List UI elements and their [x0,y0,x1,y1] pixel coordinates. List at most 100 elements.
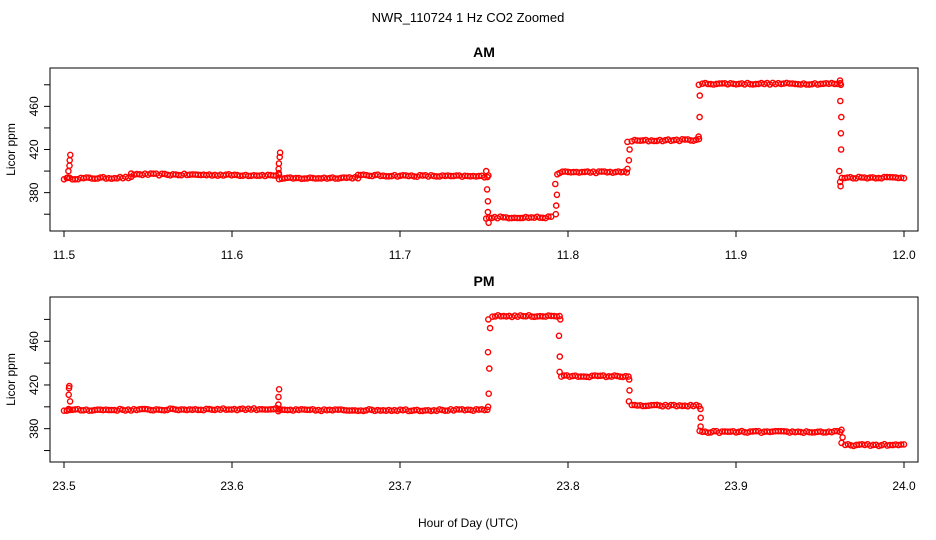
data-point [624,138,631,146]
data-point [836,167,843,175]
data-point [625,373,632,380]
y-tick-label: 460 [27,331,41,351]
data-point [275,160,283,167]
panel-am: AM Licor ppm 11.5 11.6 11.7 11.8 11.9 12.0 380 42… [4,44,919,262]
panel-title: PM [474,273,495,289]
data-point [486,324,494,332]
y-tick-label: 380 [27,418,41,438]
data-point [897,174,905,181]
data-point [653,401,661,409]
plot-frame [49,296,919,463]
data-point [704,429,712,437]
data-point [365,405,373,413]
data-point [710,427,717,435]
data-point [484,406,491,414]
data-point [484,316,492,323]
data-point [554,170,561,178]
data-point [836,178,844,186]
data-point [838,439,845,447]
y-tick-label: 420 [27,139,41,159]
data-point [553,191,561,199]
x-tick-label: 23.8 [556,479,580,493]
data-point [484,197,492,205]
data-point [875,442,883,450]
x-tick-label: 23.6 [220,479,244,493]
x-tick-label: 12.0 [892,248,916,262]
data-point [161,406,168,414]
data-point [482,215,490,222]
data-point [453,172,460,179]
y-axis-label: Licor ppm [4,353,18,406]
data-point [622,372,630,380]
data-point [66,156,73,164]
data-point [626,146,633,153]
x-tick-label: 23.5 [52,479,76,493]
data-point [695,81,703,89]
data-point [837,129,845,137]
data-point [697,414,705,422]
data-point [838,113,845,121]
data-point [441,407,449,415]
data-points [60,77,908,227]
data-point [552,202,560,209]
data-point [360,407,367,415]
x-tick-label: 23.7 [388,479,412,493]
data-point [625,376,633,383]
data-point [626,387,633,394]
data-point [805,81,813,88]
data-point [849,174,857,182]
figure-title: NWR_110724 1 Hz CO2 Zoomed [372,10,565,25]
data-point [552,180,559,188]
data-point [556,368,563,376]
y-tick-label: 460 [27,96,41,116]
data-point [624,165,631,173]
x-tick-label: 11.6 [221,248,244,262]
plot-panels: AM Licor ppm 11.5 11.6 11.7 11.8 11.9 12.0 380 42… [4,44,919,493]
data-point [276,153,284,161]
data-point [758,429,765,437]
data-point [625,398,633,405]
data-points [60,311,908,450]
data-point [482,167,490,175]
data-point [65,391,72,399]
x-tick-label: 11.5 [53,248,76,262]
data-point [696,113,703,121]
x-tick-label: 11.9 [725,248,748,262]
data-point [697,405,704,413]
data-point [484,208,492,216]
data-point [556,353,564,360]
data-point [625,156,633,164]
data-point [65,405,72,413]
x-tick-label: 24.0 [892,479,916,493]
data-point [485,365,493,372]
data-point [71,175,79,183]
data-point [623,169,631,176]
y-tick-label: 380 [27,182,41,202]
data-point [275,169,283,177]
data-point [555,332,563,340]
data-point [695,133,702,140]
x-tick-label: 23.9 [724,479,748,493]
data-point [539,214,547,222]
data-point [150,170,157,177]
data-point [275,385,283,393]
panel-pm: PM Licor ppm 23.5 23.6 23.7 23.8 23.9 24.0 380 42… [4,273,919,493]
data-point [481,406,488,414]
y-axis-label: Licor ppm [4,123,18,176]
data-point [900,174,908,182]
data-point [410,173,418,180]
data-point [275,401,282,408]
data-point [837,97,844,105]
data-point [484,403,492,411]
data-point [839,434,846,441]
x-tick-label: 11.7 [389,248,412,262]
data-point [485,390,493,398]
x-tick-label: 11.8 [557,248,580,262]
data-point [752,427,760,435]
x-axis-label: Hour of Day (UTC) [418,516,518,530]
data-point [837,182,844,190]
data-point [552,210,560,218]
data-point [695,135,703,143]
